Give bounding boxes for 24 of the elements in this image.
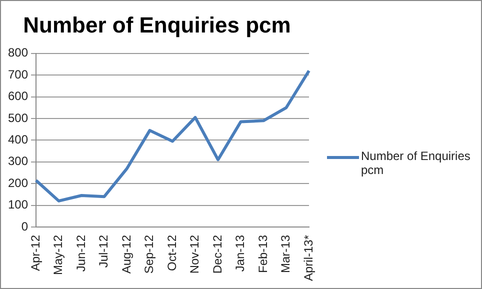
x-tick-label: Jan-13 [233,234,248,272]
y-tick-label: 800 [8,46,28,60]
legend-label: Number of Enquiries pcm [361,149,472,177]
chart-title: Number of Enquiries pcm [23,12,291,38]
y-tick-label: 400 [8,132,28,147]
x-tick-label: Jun-12 [74,234,88,272]
y-tick-label: 0 [21,219,28,234]
x-tick-label: Sep-12 [142,234,156,274]
x-tick-label: Feb-13 [256,234,270,274]
y-tick-label: 500 [8,110,28,125]
y-tick-label: 300 [8,154,28,168]
y-tick-label: 200 [8,176,28,190]
x-tick-label: Aug-12 [119,234,134,274]
y-tick-label: 600 [8,89,28,104]
x-tick-label: Dec-12 [210,234,224,274]
x-tick-label: April-13* [301,234,316,282]
x-tick-label: Apr-12 [28,234,42,272]
x-tick-label: Mar-13 [278,234,293,273]
y-tick-label: 700 [8,67,28,82]
x-tick-label: Oct-12 [164,234,179,271]
x-tick-label: Nov-12 [188,234,202,274]
x-tick-label: May-12 [51,234,66,275]
x-tick-label: Jul-12 [96,234,111,268]
y-tick-label: 100 [8,198,28,212]
